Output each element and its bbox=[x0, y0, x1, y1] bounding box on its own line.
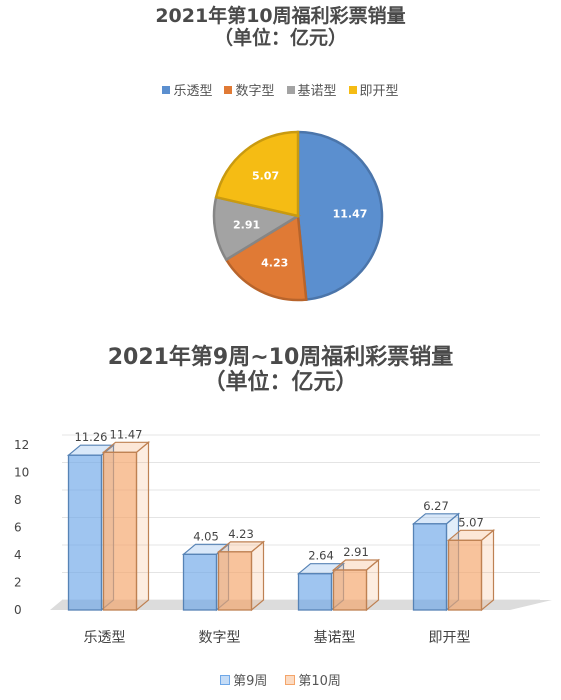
pie-slice bbox=[296, 130, 384, 301]
pie-data-label: 4.23 bbox=[261, 257, 288, 270]
bar-chart: 0 2 4 6 8 10 12 11.26 11.47 乐透型 4.05 4.23 数字型 2.64 2.9… bbox=[14, 427, 552, 646]
pie-data-label: 5.07 bbox=[252, 169, 279, 182]
pie-chart: 11.47 4.23 2.91 5.07 bbox=[212, 130, 384, 302]
bar bbox=[67, 454, 103, 611]
bar-legend-item: 第10周 bbox=[285, 670, 341, 689]
bar-title-line2: （单位：亿元） bbox=[203, 370, 358, 396]
pie-data-label: 2.91 bbox=[233, 218, 260, 231]
bar-data-label: 2.91 bbox=[343, 545, 369, 559]
bar-data-label: 5.07 bbox=[458, 515, 484, 529]
bar-data-label: 4.05 bbox=[193, 529, 219, 543]
y-tick-label: 4 bbox=[14, 548, 22, 562]
bar bbox=[182, 553, 218, 611]
pie-slice bbox=[214, 130, 300, 218]
y-tick-label: 12 bbox=[14, 438, 29, 452]
bar bbox=[332, 569, 368, 611]
y-tick-label: 2 bbox=[14, 576, 22, 590]
pie-title-line1: 2021年第10周福利彩票销量 bbox=[155, 5, 406, 27]
bar bbox=[297, 573, 333, 611]
pie-legend-item: 数字型 bbox=[224, 80, 275, 99]
pie-legend-label: 数字型 bbox=[235, 84, 275, 99]
y-tick-label: 0 bbox=[14, 603, 22, 617]
bar-side bbox=[480, 529, 495, 612]
bar-legend-item: 第9周 bbox=[220, 670, 267, 689]
bar-legend-label: 第9周 bbox=[233, 674, 268, 689]
pie-slice bbox=[224, 213, 308, 302]
x-tick-label: 基诺型 bbox=[314, 629, 356, 646]
bar bbox=[217, 551, 253, 611]
pie-legend-item: 乐透型 bbox=[162, 80, 212, 99]
x-tick-label: 数字型 bbox=[199, 630, 241, 646]
pie-legend-label: 即开型 bbox=[359, 84, 399, 99]
pie-title-line2: （单位：亿元） bbox=[213, 26, 347, 49]
bar-data-label: 2.64 bbox=[308, 549, 334, 563]
bar-side bbox=[250, 540, 265, 612]
bar-data-label: 6.27 bbox=[423, 499, 449, 513]
bar-legend: 第9周 第10周 bbox=[0, 670, 561, 689]
pie-legend: 乐透型 数字型 基诺型 即开型 bbox=[0, 80, 561, 99]
bar-data-label: 11.47 bbox=[110, 427, 143, 441]
pie-legend-item: 基诺型 bbox=[286, 80, 337, 99]
pie-legend-label: 基诺型 bbox=[297, 84, 337, 99]
bar-legend-label: 第10周 bbox=[298, 674, 341, 689]
bar-legend-swatch bbox=[220, 674, 231, 685]
bar bbox=[412, 523, 448, 611]
bar-title-line1: 2021年第9周~10周福利彩票销量 bbox=[107, 345, 454, 370]
pie-legend-swatch bbox=[348, 85, 357, 94]
pie-slice bbox=[212, 195, 302, 262]
bar bbox=[102, 451, 138, 611]
pie-legend-swatch bbox=[286, 85, 295, 94]
x-tick-label: 乐透型 bbox=[84, 630, 126, 646]
bar-data-label: 11.26 bbox=[75, 430, 108, 444]
pie-legend-label: 乐透型 bbox=[173, 84, 213, 99]
y-tick-label: 6 bbox=[14, 521, 22, 535]
bar-legend-swatch bbox=[285, 674, 296, 685]
pie-data-label: 11.47 bbox=[333, 207, 368, 220]
pie-legend-swatch bbox=[224, 85, 233, 94]
y-tick-label: 8 bbox=[14, 493, 22, 507]
bar-chart-title: 2021年第9周~10周福利彩票销量 （单位：亿元） bbox=[0, 345, 561, 396]
pie-legend-item: 即开型 bbox=[348, 80, 399, 99]
pie-chart-title: 2021年第10周福利彩票销量 （单位：亿元） bbox=[0, 5, 561, 50]
bar-data-label: 4.23 bbox=[228, 527, 254, 541]
y-tick-label: 10 bbox=[14, 466, 29, 480]
pie-legend-swatch bbox=[162, 85, 171, 94]
bar-side bbox=[135, 441, 150, 612]
x-tick-label: 即开型 bbox=[429, 630, 471, 646]
bar bbox=[447, 539, 483, 611]
